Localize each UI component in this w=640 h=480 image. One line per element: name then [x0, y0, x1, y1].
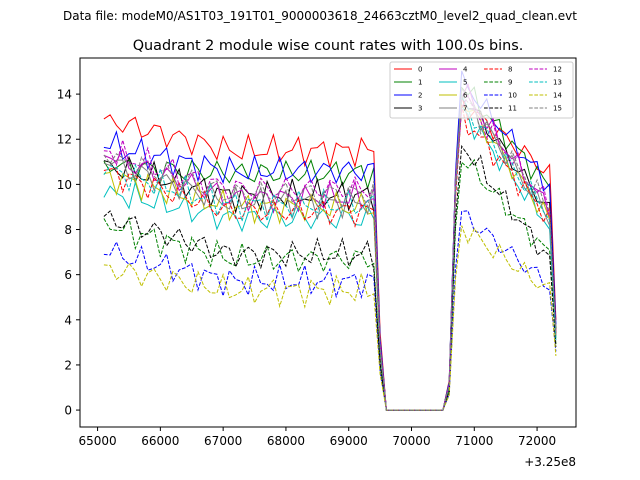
legend-label-0: 0: [418, 66, 422, 74]
x-tick-label: 69000: [330, 434, 368, 448]
axis-ticks: 65000 66000 67000 68000 69000 70000 71000 72000…: [57, 88, 556, 448]
chart-title: Quadrant 2 module wise count rates with …: [133, 38, 524, 54]
legend-box: [389, 61, 574, 119]
legend-label-14: 14: [553, 92, 562, 100]
y-tick-label: 0: [64, 404, 72, 418]
legend-label-1: 1: [418, 79, 422, 87]
data-file-suptitle: Data file: modeM0/AS1T03_191T01_90000036…: [63, 9, 577, 23]
legend-label-7: 7: [463, 105, 467, 113]
x-tick-label: 67000: [204, 434, 242, 448]
legend-label-3: 3: [418, 105, 422, 113]
y-tick-label: 2: [64, 358, 72, 372]
series-line-14: [103, 225, 557, 411]
legend-label-12: 12: [553, 66, 562, 74]
axes-frame: [79, 57, 577, 428]
series-line-10: [103, 210, 557, 411]
y-tick-label: 12: [57, 133, 72, 147]
x-tick-label: 68000: [267, 434, 305, 448]
legend-label-6: 6: [463, 92, 468, 100]
x-tick-label: 72000: [518, 434, 556, 448]
legend-label-2: 2: [418, 92, 422, 100]
legend-label-13: 13: [553, 79, 562, 87]
legend-label-5: 5: [463, 79, 467, 87]
series-line-7: [103, 87, 557, 411]
y-tick-label: 6: [64, 268, 72, 282]
legend-label-8: 8: [508, 66, 512, 74]
x-tick-label: 71000: [455, 434, 493, 448]
series-lines: [103, 70, 557, 411]
series-line-11: [103, 144, 557, 411]
y-tick-label: 14: [57, 88, 72, 102]
y-tick-label: 10: [57, 178, 72, 192]
legend-label-10: 10: [508, 92, 517, 100]
series-line-13: [103, 94, 557, 411]
y-tick-label: 4: [64, 313, 72, 327]
legend-label-4: 4: [463, 66, 468, 74]
series-line-9: [103, 158, 557, 411]
x-tick-label: 65000: [78, 434, 116, 448]
legend-label-11: 11: [508, 105, 517, 113]
x-tick-label: 70000: [392, 434, 430, 448]
series-line-15: [103, 93, 557, 411]
x-axis-offset-label: +3.25e8: [524, 455, 576, 469]
legend-label-15: 15: [553, 105, 562, 113]
y-tick-label: 8: [64, 223, 72, 237]
x-tick-label: 66000: [141, 434, 179, 448]
series-line-8: [103, 104, 557, 411]
legend-label-9: 9: [508, 79, 512, 87]
